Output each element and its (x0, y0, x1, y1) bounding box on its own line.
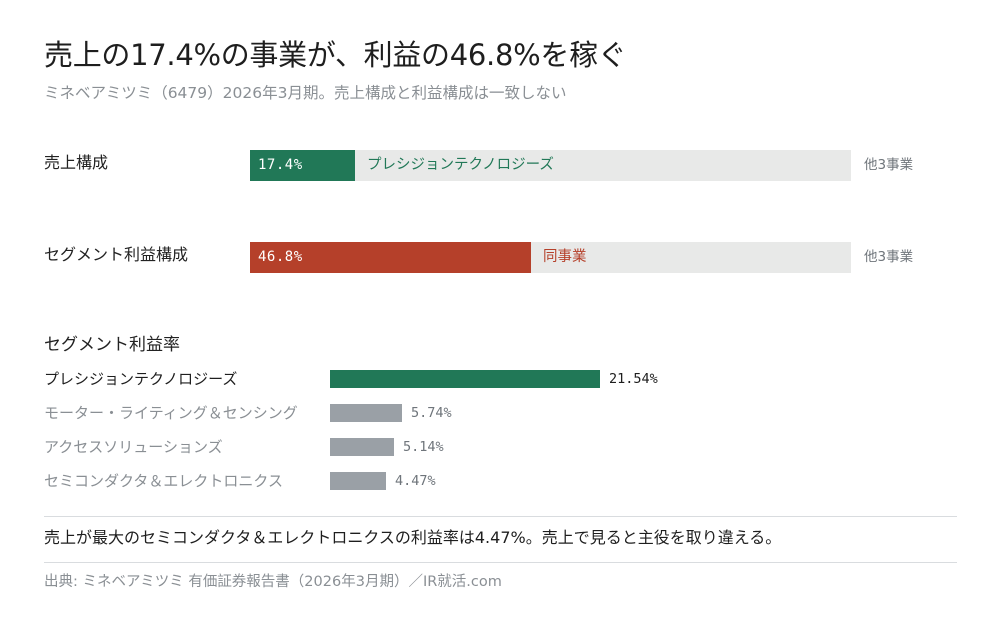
chart-subtitle: ミネベアミツミ（6479）2026年3月期。売上構成と利益構成は一致しない (44, 84, 567, 102)
divider (44, 516, 957, 517)
margin-bar (330, 472, 386, 490)
profit-composition-label: セグメント利益構成 (44, 245, 189, 264)
margin-bar (330, 404, 402, 422)
sales-composition-track: 17.4% プレシジョンテクノロジーズ (250, 150, 851, 181)
profit-composition-track: 46.8% 同事業 (250, 242, 851, 273)
margin-bar (330, 438, 394, 456)
margin-value-label: 4.47% (395, 473, 436, 489)
margin-category-label: アクセスソリューションズ (44, 438, 223, 456)
margin-category-label: モーター・ライティング＆センシング (44, 404, 298, 422)
margin-value-label: 5.74% (411, 405, 452, 421)
sales-composition-label: 売上構成 (44, 153, 109, 172)
profit-other-label: 他3事業 (864, 249, 914, 265)
source-credit: 出典: ミネベアミツミ 有価証券報告書（2026年3月期）／IR就活.com (44, 574, 502, 590)
sales-highlight-pct: 17.4% (258, 157, 303, 173)
profit-highlight-name: 同事業 (543, 249, 587, 265)
margin-category-label: セミコンダクタ＆エレクトロニクス (44, 472, 283, 490)
sales-highlight-name: プレシジョンテクノロジーズ (367, 157, 554, 173)
margin-value-label: 21.54% (609, 371, 658, 387)
margin-value-label: 5.14% (403, 439, 444, 455)
sales-highlight-bar: 17.4% (250, 150, 355, 181)
divider (44, 562, 957, 563)
chart-title: 売上の17.4%の事業が、利益の46.8%を稼ぐ (44, 38, 627, 72)
margin-section-title: セグメント利益率 (44, 335, 180, 355)
profit-highlight-pct: 46.8% (258, 249, 303, 265)
profit-highlight-bar: 46.8% (250, 242, 531, 273)
sales-other-label: 他3事業 (864, 157, 914, 173)
margin-category-label: プレシジョンテクノロジーズ (44, 370, 238, 388)
footnote: 売上が最大のセミコンダクタ＆エレクトロニクスの利益率は4.47%。売上で見ると主… (44, 528, 782, 547)
margin-bar (330, 370, 600, 388)
